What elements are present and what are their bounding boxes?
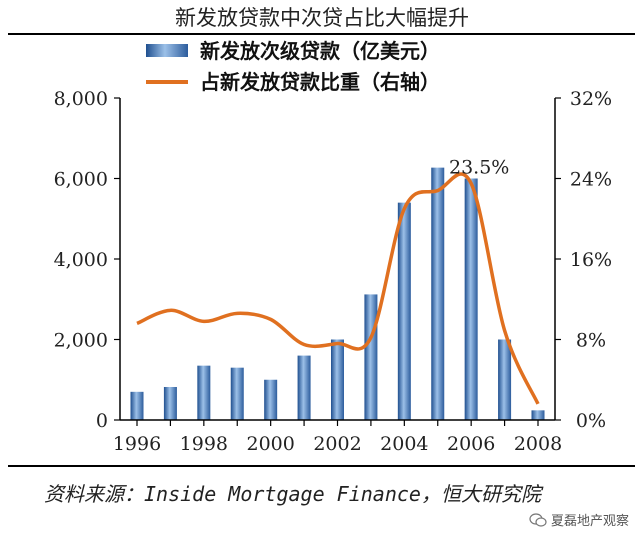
bar xyxy=(464,178,478,420)
x-tick-label: 2000 xyxy=(246,433,294,455)
bar xyxy=(531,410,545,420)
right-tick-label: 0% xyxy=(576,410,606,432)
watermark-text: 夏磊地产观察 xyxy=(550,514,629,529)
x-tick-label: 2008 xyxy=(514,433,562,455)
wechat-icon xyxy=(529,512,547,527)
right-tick-label: 24% xyxy=(570,169,612,191)
left-tick-label: 4,000 xyxy=(54,249,108,271)
bar xyxy=(397,202,411,420)
bar xyxy=(297,355,311,420)
x-tick-label: 2006 xyxy=(447,433,495,455)
left-tick-label: 0 xyxy=(96,410,108,432)
watermark: 夏磊地产观察 xyxy=(529,510,629,529)
chart: 新发放贷款中次贷占比大幅提升 新发放次级贷款（亿美元）占新发放贷款比重（右轴） … xyxy=(8,6,635,467)
legend-label-line: 占新发放贷款比重（右轴） xyxy=(200,70,440,94)
bar xyxy=(498,339,512,420)
axes: 0 2,000 4,000 6,000 8,000 0% 8% 16% 24% 32% 1996 19… xyxy=(54,88,613,455)
chart-title: 新发放贷款中次贷占比大幅提升 xyxy=(175,6,469,30)
right-tick-label: 16% xyxy=(570,249,612,271)
x-tick-label: 2004 xyxy=(380,433,428,455)
bar xyxy=(230,367,244,420)
bar xyxy=(163,386,177,420)
peak-label: 23.5% xyxy=(449,157,509,179)
right-tick-label: 8% xyxy=(576,330,606,352)
source-note: 资料来源：Inside Mortgage Finance，恒大研究院 xyxy=(44,482,541,506)
bar xyxy=(431,167,445,420)
left-tick-label: 6,000 xyxy=(54,169,108,191)
line-series xyxy=(136,172,540,405)
legend-swatch-bar xyxy=(146,44,188,57)
bar xyxy=(197,365,211,420)
x-tick-label: 1996 xyxy=(113,433,161,455)
bar xyxy=(264,379,278,420)
share-line xyxy=(136,172,540,405)
bar xyxy=(331,339,344,420)
left-tick-label: 8,000 xyxy=(54,88,108,110)
bar xyxy=(130,391,144,420)
left-tick-label: 2,000 xyxy=(54,330,108,352)
right-tick-label: 32% xyxy=(570,88,612,110)
legend: 新发放次级贷款（亿美元） 占新发放贷款比重（右轴） xyxy=(146,39,440,94)
bar xyxy=(364,294,378,420)
legend-label-bar: 新发放次级贷款（亿美元） xyxy=(200,39,440,63)
x-tick-label: 1998 xyxy=(180,433,228,455)
bars xyxy=(130,167,545,420)
x-tick-label: 2002 xyxy=(313,433,361,455)
